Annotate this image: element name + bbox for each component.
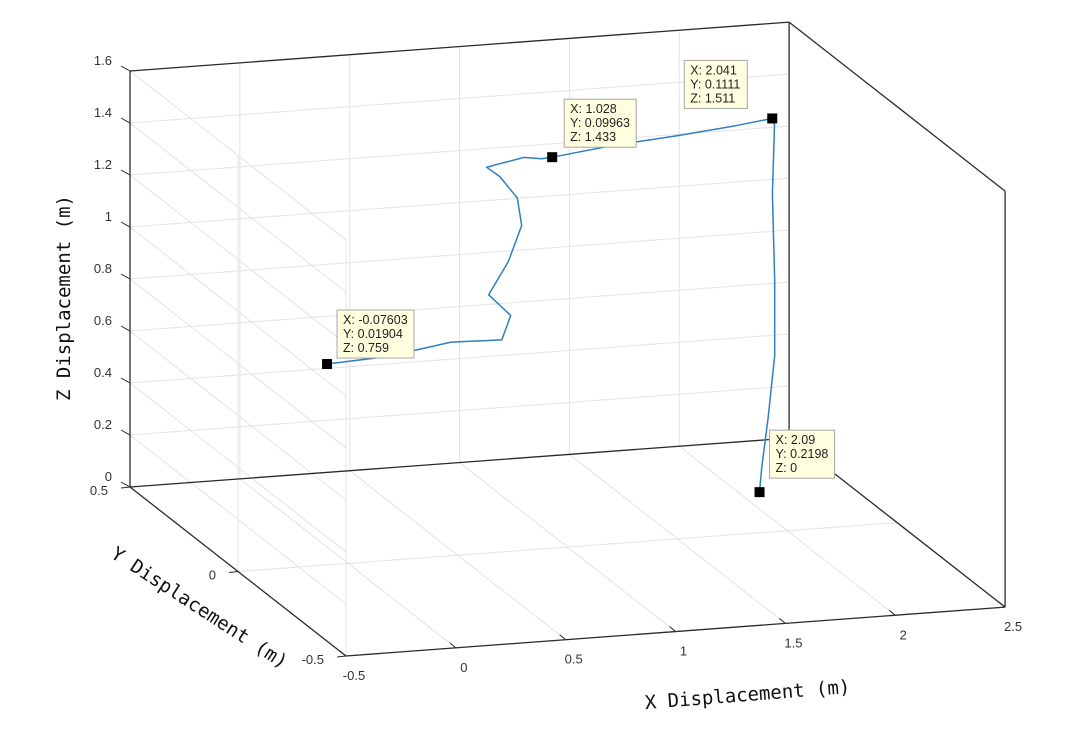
gridline [129, 382, 347, 553]
datatip-marker [322, 359, 333, 370]
x-tick-mark [669, 626, 676, 632]
trajectory-line [326, 117, 776, 493]
x-tick-label: 2 [900, 627, 907, 642]
datatip-text: Y: 0.1111 [690, 77, 740, 91]
datatip-box [769, 429, 836, 479]
z-tick-mark [120, 221, 131, 228]
datatip-marker [767, 113, 778, 124]
x-tick-label: 2.5 [1004, 619, 1022, 634]
z-tick-mark [120, 377, 131, 384]
axis-edge [129, 21, 790, 72]
z-tick-label: 0.4 [94, 365, 112, 380]
z-tick-mark [120, 325, 131, 332]
z-tick-label: 0.2 [94, 417, 112, 432]
z-axis-title: Z Displacement (m) [53, 195, 75, 401]
z-tick-mark [120, 429, 131, 436]
y-tick-label: 0.5 [90, 483, 108, 498]
gridline [129, 122, 347, 293]
gridline [129, 177, 790, 228]
gridline [129, 278, 347, 449]
z-tick-label: 0 [105, 469, 112, 484]
datatip-box [336, 309, 415, 359]
z-tick-mark [120, 117, 131, 124]
gridline [129, 73, 790, 124]
datatip-text: Y: 0.01904 [343, 327, 403, 341]
datatip-box [683, 59, 748, 109]
gridline [129, 174, 347, 345]
x-tick-mark [779, 618, 786, 624]
x-tick-mark [888, 609, 896, 616]
gridline [237, 522, 898, 572]
x-tick-label: -0.5 [343, 668, 365, 683]
axes-box [120, 21, 1006, 658]
z-tick-mark [120, 65, 131, 72]
datatip-text: X: 2.041 [690, 63, 737, 77]
datatip-text: Z: 0 [776, 461, 798, 475]
datatip-text: Z: 0.759 [343, 341, 389, 355]
x-tick-mark [998, 601, 1006, 608]
x-tick-mark [339, 650, 347, 657]
gridline [129, 70, 347, 241]
x-tick-label: 1 [680, 644, 687, 659]
datatip-text: X: 1.028 [570, 102, 617, 116]
gridline [129, 434, 347, 605]
x-tick-label: 0.5 [565, 652, 583, 667]
y-tick-mark [120, 486, 131, 489]
datatip-box [563, 98, 637, 148]
z-tick-mark [120, 273, 131, 280]
y-tick-mark [228, 571, 239, 573]
y-tick-label: 0 [209, 568, 216, 583]
datatip-marker [754, 487, 765, 498]
datatip-text: X: 2.09 [776, 433, 816, 447]
gridline [129, 226, 347, 397]
datatip-text: Z: 1.511 [690, 91, 735, 105]
z-tick-mark [120, 169, 131, 176]
axis-edge [788, 21, 1006, 192]
z-tick-label: 1.4 [94, 105, 112, 120]
gridline [129, 281, 790, 332]
datatip-text: X: -0.07603 [343, 313, 408, 327]
gridline [129, 229, 790, 280]
z-tick-label: 1.2 [94, 157, 112, 172]
z-tick-label: 0.6 [94, 313, 112, 328]
datatip-text: Y: 0.09963 [570, 116, 630, 130]
y-tick-label: -0.5 [302, 652, 324, 667]
axis-edge [129, 437, 790, 488]
z-tick-mark [120, 481, 131, 488]
gridline [129, 125, 790, 176]
x-tick-label: 0 [460, 660, 467, 675]
z-tick-label: 1.6 [94, 53, 112, 68]
x-axis-title: X Displacement (m) [644, 676, 851, 714]
gridline [129, 333, 790, 384]
gridline [129, 385, 790, 436]
z-tick-label: 0.8 [94, 261, 112, 276]
z-tick-label: 1 [105, 209, 112, 224]
y-tick-mark [336, 655, 347, 658]
y-axis-title: Y Displacement (m) [107, 543, 292, 674]
datatip-text: Z: 1.433 [570, 130, 616, 144]
datatip-text: Y: 0.2198 [776, 447, 829, 461]
series-layer [326, 117, 776, 493]
gridline [129, 330, 347, 501]
x-tick-mark [449, 642, 457, 649]
x-tick-mark [559, 634, 567, 641]
datatip-marker [547, 152, 558, 163]
x-tick-label: 1.5 [784, 635, 802, 650]
tick-labels: -0.500.511.522.5-0.500.500.20.40.60.811.… [90, 53, 1022, 683]
